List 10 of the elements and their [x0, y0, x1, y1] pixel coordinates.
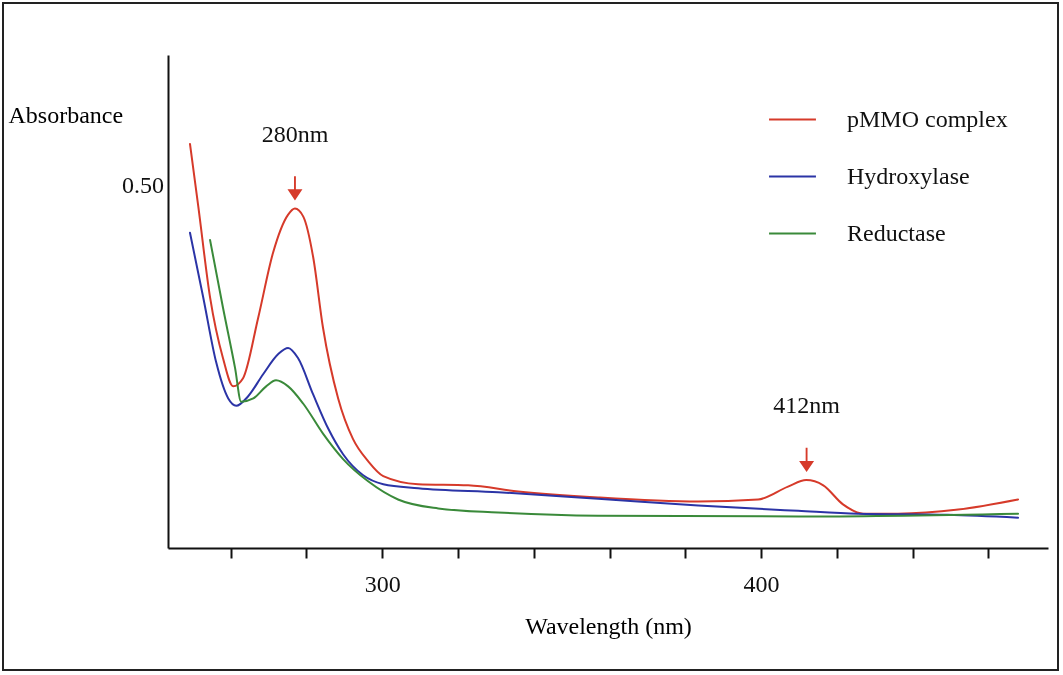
annotation: 412nm [773, 392, 841, 419]
x-tick-label: 400 [743, 570, 780, 597]
x-axis-title: Wavelength (nm) [525, 612, 692, 639]
x-tick-label: 300 [364, 570, 401, 597]
legend-label: Hydroxylase [847, 162, 970, 189]
legend-label: pMMO complex [847, 105, 1008, 132]
annotation: 280nm [261, 120, 329, 147]
y-axis-title: Absorbance [8, 101, 124, 128]
text: 0.50 [122, 172, 164, 198]
legend-label: Reductase [847, 219, 946, 246]
